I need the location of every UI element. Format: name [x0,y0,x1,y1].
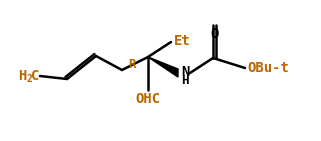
Text: OHC: OHC [135,92,160,106]
Text: N: N [181,65,189,79]
Text: H: H [18,69,26,83]
Text: H: H [181,73,188,86]
Text: R: R [128,59,136,71]
Text: OBu-t: OBu-t [247,61,289,75]
Text: 2: 2 [26,74,32,84]
Text: O: O [210,27,219,41]
Polygon shape [148,57,178,77]
Text: C: C [31,69,39,83]
Text: Et: Et [174,34,191,48]
